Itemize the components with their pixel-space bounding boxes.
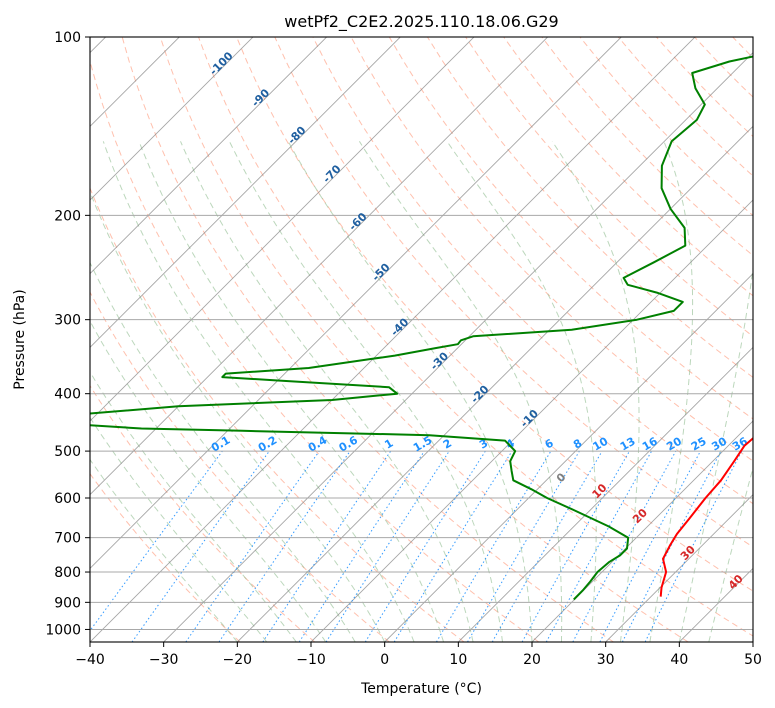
y-tick-label: 500 — [54, 444, 81, 460]
isotherm — [90, 37, 696, 642]
isotherm — [90, 37, 549, 496]
chart-title: wetPf2_C2E2.2025.110.18.06.G29 — [284, 12, 558, 32]
x-tick-label: 20 — [523, 652, 541, 668]
isotherm — [310, 199, 753, 642]
dry-adiabat — [312, 37, 753, 505]
y-tick-label: 300 — [54, 313, 81, 329]
x-tick-label: 50 — [744, 652, 762, 668]
y-tick-label: 700 — [54, 531, 81, 547]
y-tick-label: 900 — [54, 595, 81, 611]
dry-adiabat — [90, 472, 241, 642]
isotherm — [90, 37, 401, 348]
y-tick-label: 1000 — [45, 622, 81, 638]
dry-adiabat — [388, 37, 753, 420]
y-tick-label: 800 — [54, 565, 81, 581]
profile-lines — [90, 55, 753, 601]
dry-adiabat — [236, 37, 753, 592]
dry-adiabat — [90, 291, 390, 642]
x-tick-label: −10 — [296, 652, 326, 668]
x-tick-label: −40 — [75, 652, 105, 668]
dry-adiabat — [426, 37, 753, 378]
mixing-ratio-line — [90, 450, 223, 632]
dry-adiabat — [159, 37, 689, 642]
dry-adiabat — [350, 37, 753, 462]
x-axis: −40 −30 −20 −10 0 10 20 30 40 50 — [75, 642, 762, 668]
mixing-ratio-line — [218, 450, 351, 642]
isotherm — [384, 273, 753, 642]
mixing-ratio-line — [298, 450, 425, 642]
dry-adiabat — [121, 37, 614, 642]
y-tick-label: 100 — [54, 30, 81, 46]
dry-adiabat — [90, 186, 465, 642]
dry-adiabat — [274, 37, 753, 548]
y-axis: 100 200 300 400 500 600 700 800 900 1000 — [45, 30, 90, 638]
mixing-ratio-line — [262, 450, 392, 642]
x-tick-label: 10 — [449, 652, 467, 668]
x-tick-label: 30 — [597, 652, 615, 668]
plot-frame — [89, 36, 754, 643]
dewpoint-profile — [90, 55, 753, 601]
x-tick-label: 0 — [380, 652, 389, 668]
y-tick-label: 400 — [54, 387, 81, 403]
isotherm — [605, 494, 753, 642]
dry-adiabat — [503, 37, 753, 297]
isotherm — [458, 346, 753, 642]
dry-adiabat — [465, 37, 753, 338]
mixing-ratio-line — [644, 450, 743, 642]
x-tick-label: −20 — [223, 652, 253, 668]
mixing-ratio-line — [393, 450, 513, 642]
isotherm — [90, 37, 328, 275]
x-tick-label: −30 — [149, 652, 179, 668]
isotherm — [90, 37, 254, 201]
temperature-profile — [659, 436, 753, 597]
mixing-ratio-line — [521, 450, 630, 642]
isotherm — [90, 37, 475, 422]
isotherm — [90, 37, 622, 569]
isotherm — [163, 52, 753, 642]
dry-adiabat — [90, 59, 540, 642]
reference-lines — [90, 37, 753, 642]
mixing-ratio-line — [131, 450, 270, 642]
dry-adiabat — [90, 384, 316, 642]
isotherm — [531, 420, 753, 642]
x-axis-label: Temperature (°C) — [360, 681, 482, 697]
mixing-ratio-line — [325, 450, 450, 642]
y-axis-label: Pressure (hPa) — [12, 289, 28, 389]
x-tick-label: 40 — [670, 652, 688, 668]
mixing-ratio-line — [545, 450, 653, 642]
mixing-ratio-line — [572, 450, 677, 642]
y-tick-label: 600 — [54, 491, 81, 507]
mixing-ratio-line — [185, 450, 320, 642]
y-tick-label: 200 — [54, 208, 81, 224]
